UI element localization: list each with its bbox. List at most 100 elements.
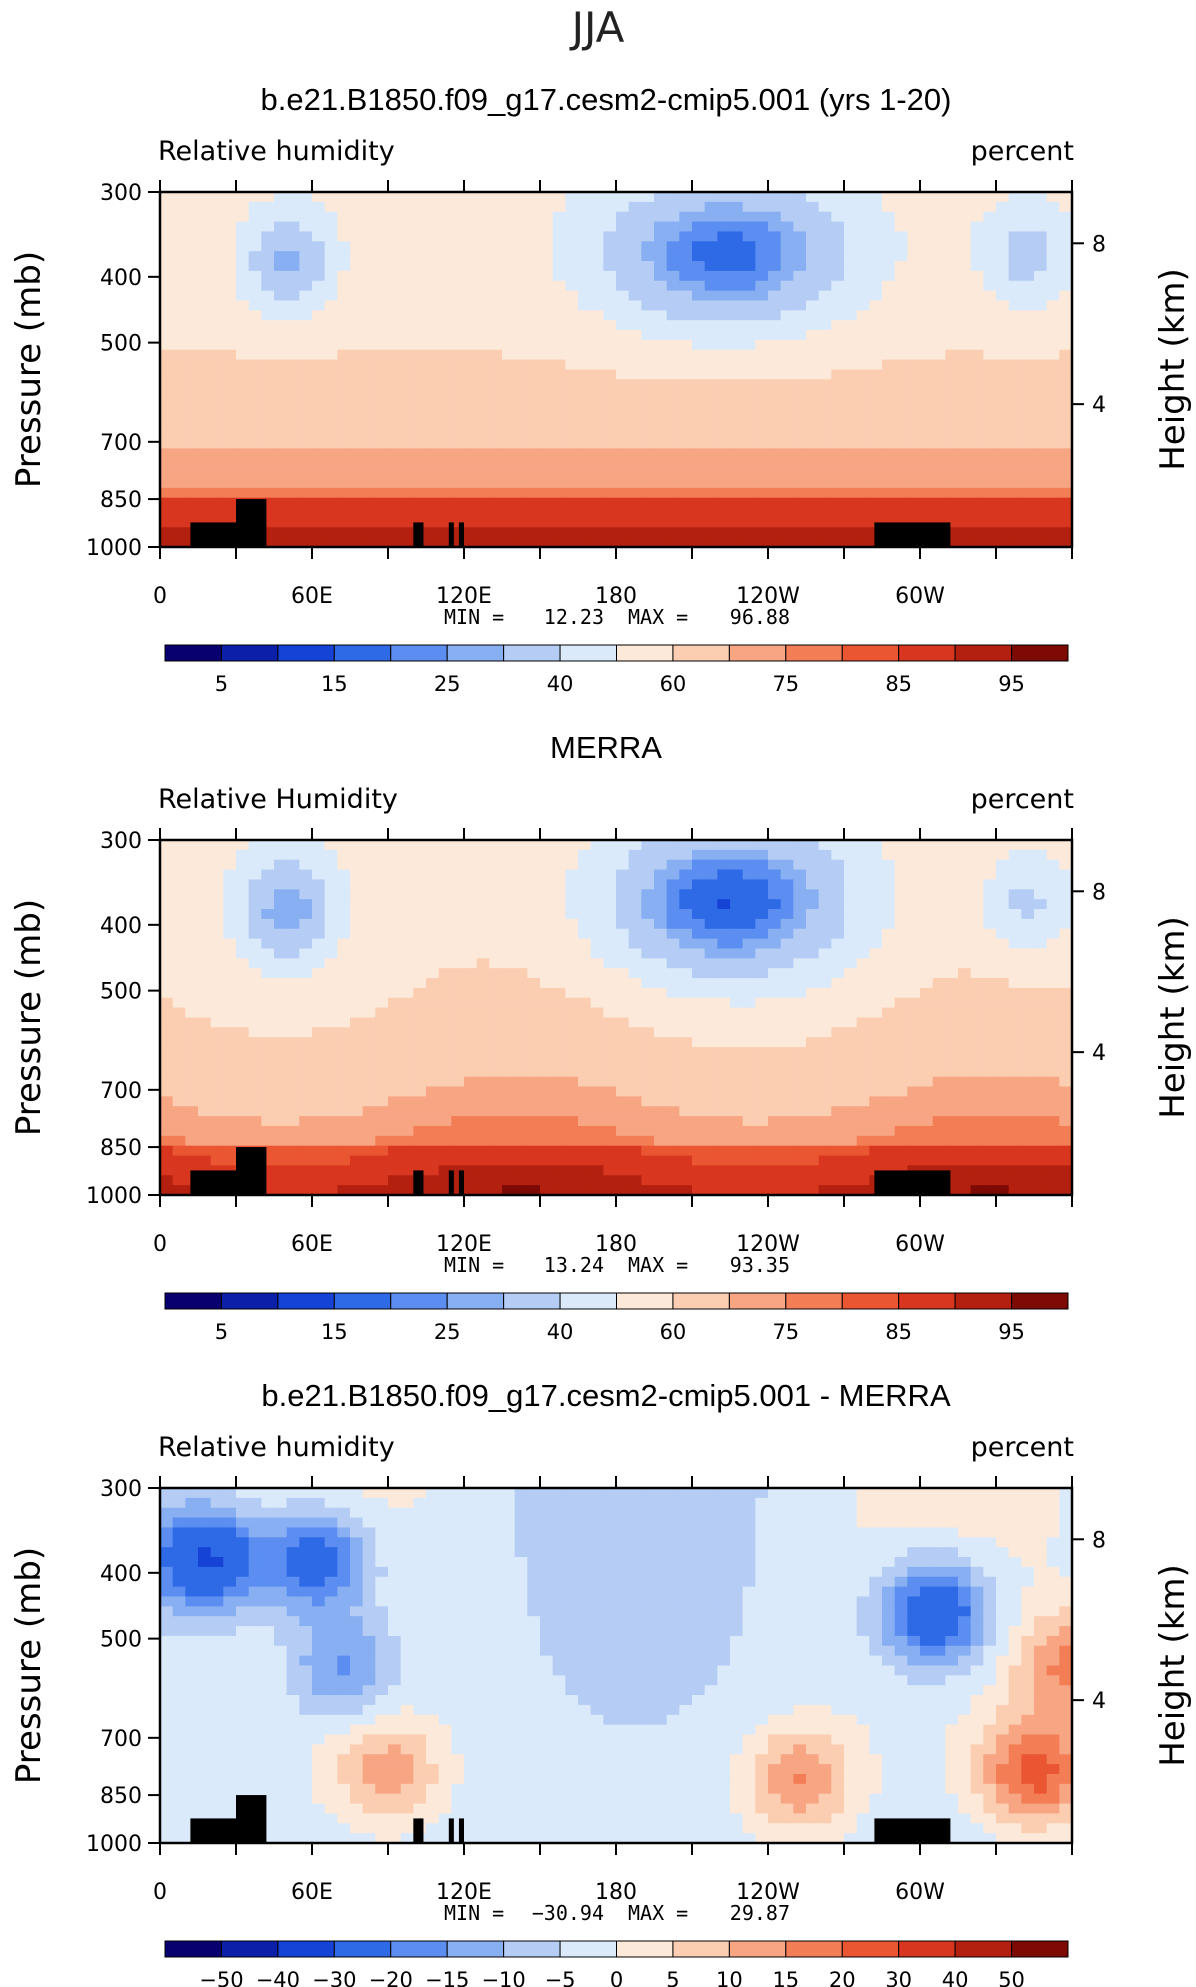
- contour-cell: [654, 1056, 668, 1068]
- contour-cell: [274, 958, 288, 969]
- contour-cell: [679, 300, 693, 311]
- contour-cell: [337, 497, 351, 509]
- contour-cell: [641, 241, 655, 252]
- contour-cell: [704, 938, 718, 950]
- contour-cell: [388, 280, 402, 292]
- contour-cell: [844, 918, 858, 930]
- contour-cell: [1021, 889, 1035, 900]
- contour-cell: [223, 859, 237, 871]
- contour-cell: [856, 290, 870, 302]
- contour-cell: [932, 1086, 946, 1097]
- contour-cell: [742, 507, 756, 519]
- contour-cell: [274, 879, 288, 890]
- contour-cell: [818, 408, 832, 420]
- contour-cell: [666, 349, 680, 361]
- contour-cell: [426, 369, 440, 380]
- contour-cell: [552, 369, 566, 380]
- contour-cell: [844, 270, 858, 282]
- contour-cell: [983, 241, 997, 252]
- contour-cell: [831, 270, 845, 282]
- contour-cell: [286, 320, 300, 331]
- contour-cell: [806, 507, 820, 519]
- contour-cell: [451, 1086, 465, 1097]
- contour-cell: [628, 211, 642, 223]
- contour-cell: [223, 320, 237, 331]
- contour-cell: [780, 1106, 794, 1117]
- contour-cell: [654, 310, 668, 321]
- contour-cell: [400, 507, 414, 519]
- contour-cell: [451, 408, 465, 420]
- contour-cell: [438, 537, 452, 548]
- contour-cell: [312, 987, 326, 999]
- contour-cell: [337, 201, 351, 213]
- contour-cell: [464, 211, 478, 223]
- contour-cell: [565, 1135, 579, 1147]
- contour-cell: [350, 280, 364, 292]
- contour-cell: [970, 270, 984, 282]
- contour-cell: [628, 1135, 642, 1147]
- contour-cell: [261, 379, 275, 390]
- contour-cell: [286, 1086, 300, 1097]
- contour-cell: [210, 468, 224, 479]
- contour-cell: [172, 507, 186, 519]
- contour-cell: [768, 497, 782, 509]
- contour-cell: [286, 448, 300, 459]
- contour-cell: [882, 379, 896, 390]
- contour-cell: [730, 840, 744, 851]
- contour-cell: [426, 1096, 440, 1107]
- contour-cell: [210, 487, 224, 499]
- contour-cell: [616, 918, 630, 930]
- contour-cell: [945, 201, 959, 213]
- contour-cell: [856, 418, 870, 430]
- contour-cell: [514, 339, 528, 351]
- contour-cell: [502, 507, 516, 519]
- contour-cell: [261, 869, 275, 881]
- contour-cell: [527, 928, 541, 940]
- contour-cell: [793, 948, 807, 959]
- contour-cell: [261, 448, 275, 459]
- contour-cell: [692, 428, 706, 440]
- contour-cell: [451, 349, 465, 361]
- contour-cell: [198, 379, 212, 390]
- contour-cell: [806, 192, 820, 203]
- contour-cell: [742, 1135, 756, 1147]
- contour-cell: [362, 948, 376, 959]
- contour-cell: [1021, 1017, 1035, 1028]
- contour-cell: [628, 1145, 642, 1157]
- contour-cell: [400, 958, 414, 969]
- contour-cell: [704, 1145, 718, 1157]
- contour-cell: [996, 389, 1010, 400]
- contour-cell: [641, 889, 655, 900]
- contour-cell: [438, 389, 452, 400]
- contour-cell: [717, 428, 731, 440]
- contour-cell: [540, 978, 554, 989]
- contour-cell: [616, 869, 630, 881]
- contour-cell: [730, 468, 744, 479]
- contour-cell: [818, 1145, 832, 1157]
- contour-cell: [692, 1135, 706, 1147]
- contour-cell: [324, 320, 338, 331]
- contour-cell: [312, 201, 326, 213]
- contour-cell: [780, 968, 794, 979]
- contour-cell: [236, 1076, 250, 1088]
- contour-cell: [996, 1027, 1010, 1038]
- contour-cell: [1021, 948, 1035, 959]
- contour-cell: [223, 1135, 237, 1147]
- contour-cell: [312, 369, 326, 380]
- contour-cell: [337, 310, 351, 321]
- contour-cell: [666, 879, 680, 890]
- contour-cell: [1008, 869, 1022, 881]
- contour-cell: [248, 948, 262, 959]
- contour-cell: [552, 379, 566, 390]
- contour-cell: [970, 399, 984, 410]
- contour-cell: [894, 1047, 908, 1058]
- contour-cell: [312, 1056, 326, 1068]
- contour-cell: [438, 899, 452, 910]
- contour-cell: [970, 948, 984, 959]
- contour-cell: [869, 458, 883, 469]
- contour-cell: [996, 339, 1010, 351]
- contour-cell: [1059, 211, 1073, 223]
- contour-cell: [337, 899, 351, 910]
- contour-cell: [1046, 477, 1060, 489]
- contour-cell: [1021, 379, 1035, 390]
